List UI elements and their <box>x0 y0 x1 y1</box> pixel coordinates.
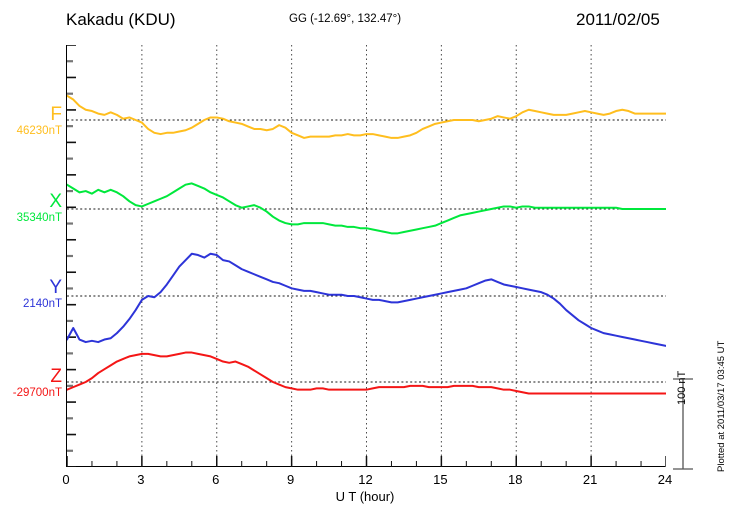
component-letter-f: F <box>50 104 62 125</box>
component-baseline-f: 46230nT <box>16 125 62 137</box>
x-tick-label-21: 21 <box>582 472 598 487</box>
chart-header: Kakadu (KDU) GG (-12.69°, 132.47°) 2011/… <box>0 0 730 40</box>
x-axis-title: U T (hour) <box>335 489 395 504</box>
component-label-y: Y 2140nT <box>0 278 62 311</box>
trace-Z <box>67 351 666 395</box>
geographic-coordinates: GG (-12.69°, 132.47°) <box>289 13 402 25</box>
x-tick-label-0: 0 <box>62 472 70 487</box>
trace-F <box>67 94 666 139</box>
scale-bar-label: 100 nT <box>676 370 688 405</box>
plotted-at-stamp: Plotted at 2011/03/17 03:45 UT <box>716 340 727 472</box>
x-tick-label-12: 12 <box>358 472 373 487</box>
x-tick-label-18: 18 <box>508 472 523 487</box>
component-label-f: F 46230nT <box>0 105 62 138</box>
component-letter-x: X <box>49 191 62 212</box>
component-letter-z: Z <box>50 366 62 387</box>
component-letter-y: Y <box>49 277 62 298</box>
x-tick-label-6: 6 <box>212 472 220 487</box>
x-tick-label-3: 3 <box>137 472 145 487</box>
x-tick-label-9: 9 <box>287 472 295 487</box>
component-label-z: Z -29700nT <box>0 367 62 400</box>
component-baseline-z: -29700nT <box>12 387 62 399</box>
trace-Y <box>67 252 666 347</box>
plot-area <box>66 45 666 467</box>
scale-bar <box>672 378 694 475</box>
x-tick-label-15: 15 <box>433 472 448 487</box>
scale-bar-glyph <box>673 378 693 470</box>
magnetogram-chart <box>67 45 666 467</box>
component-baseline-x: 35340nT <box>16 212 62 224</box>
page-title: Kakadu (KDU) <box>66 10 176 29</box>
component-baseline-y: 2140nT <box>22 298 62 310</box>
x-tick-label-24: 24 <box>657 472 673 487</box>
component-label-x: X 35340nT <box>0 192 62 225</box>
observation-date: 2011/02/05 <box>576 10 660 29</box>
trace-X <box>67 182 666 235</box>
